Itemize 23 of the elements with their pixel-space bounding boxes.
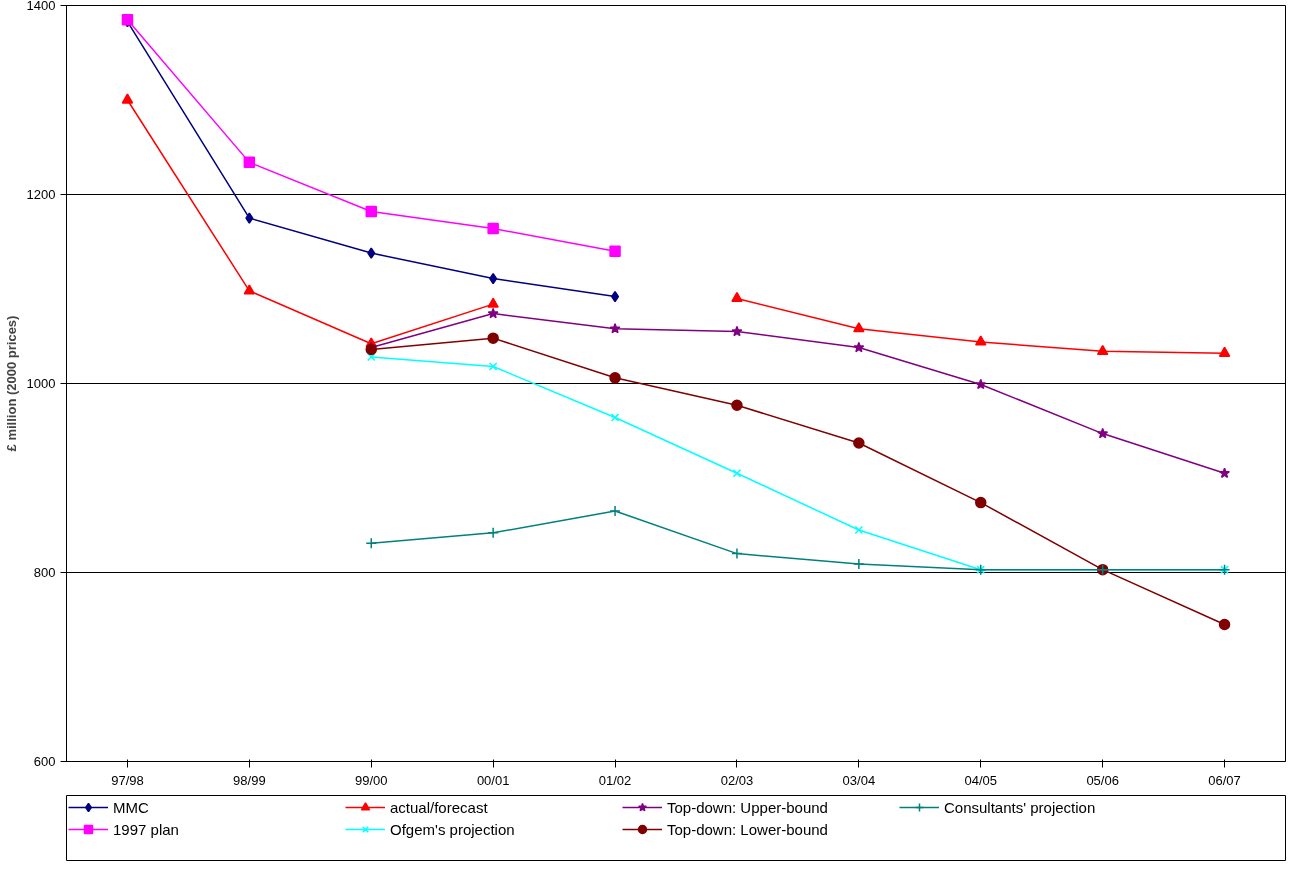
x-tick-label: 98/99 — [233, 772, 266, 788]
x-tick-label: 00/01 — [476, 772, 510, 788]
y-axis-title: £ million (2000 prices) — [3, 315, 19, 452]
y-tick-label: 800 — [33, 565, 56, 580]
x-tick-label: 06/07 — [1208, 772, 1241, 788]
x-tick-label: 99/00 — [354, 772, 388, 788]
legend-label: MMC — [113, 798, 150, 816]
x-tick-label: 97/98 — [111, 772, 144, 788]
legend-label: actual/forecast — [390, 798, 489, 816]
x-tick-label: 01/02 — [598, 772, 632, 788]
x-tick-label: 02/03 — [720, 772, 754, 788]
legend-label: 1997 plan — [113, 820, 180, 838]
legend-label: Top-down: Lower-bound — [667, 820, 829, 838]
legend-label: Top-down: Upper-bound — [667, 798, 829, 816]
legend-label: Consultants' projection — [944, 798, 1097, 816]
y-tick-label: 1000 — [26, 376, 56, 391]
x-tick-label: 04/05 — [964, 772, 998, 788]
y-tick-label: 600 — [33, 754, 56, 769]
x-tick-label: 05/06 — [1086, 772, 1119, 788]
y-tick-label: 1400 — [26, 0, 56, 13]
x-tick-label: 03/04 — [842, 772, 876, 788]
legend-label: Ofgem's projection — [390, 820, 516, 838]
y-tick-label: 1200 — [26, 187, 56, 202]
